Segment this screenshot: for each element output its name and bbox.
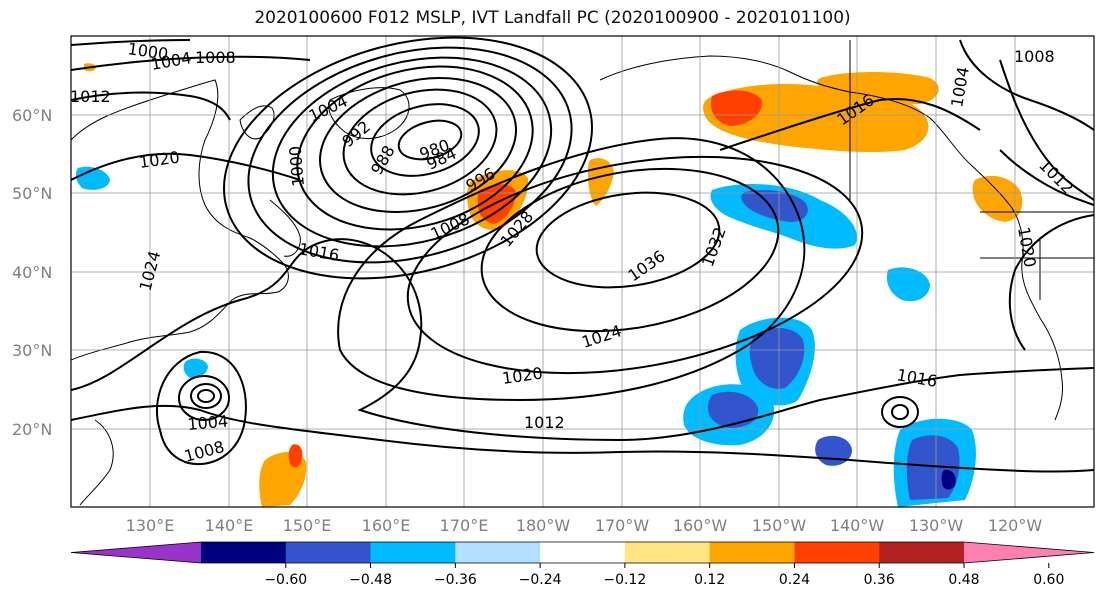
colorbar-tick-label: −0.24 — [519, 572, 562, 588]
colorbar-segment — [794, 542, 880, 563]
isobar-low-8 — [223, 36, 593, 280]
lon-label: 170°E — [440, 516, 489, 535]
isobar-high-1 — [535, 191, 721, 289]
lat-label: 30°N — [12, 341, 52, 360]
east-low-1 — [891, 404, 909, 420]
lat-label: 50°N — [12, 184, 52, 203]
coastlines — [71, 40, 1094, 506]
lon-label: 180°W — [516, 516, 571, 535]
isobar-1020-west — [71, 152, 301, 181]
colorbar-tick-label: 0.36 — [864, 572, 895, 588]
lon-label: 140°W — [830, 516, 885, 535]
colorbar-segment — [455, 542, 541, 563]
isobar-label: 1012 — [524, 413, 565, 432]
neg-region-ne-pacific-east — [886, 267, 930, 302]
east-low-2 — [881, 396, 919, 428]
isobar-label: 1004 — [187, 412, 229, 434]
isobar-high-2 — [480, 167, 780, 333]
isobar-label: 1008 — [195, 48, 236, 67]
colorbar-segment — [624, 542, 711, 563]
map-frame — [70, 35, 1095, 508]
isobar-low-4 — [318, 76, 518, 214]
isobar-label: 1012 — [70, 87, 111, 106]
typhoon-ring-1 — [197, 389, 215, 403]
lon-label: 150°E — [283, 516, 332, 535]
lon-label: 130°E — [126, 516, 175, 535]
lon-label: 170°W — [595, 516, 650, 535]
isobar-ne-1020 — [1008, 214, 1094, 351]
colorbar-outline — [70, 541, 1095, 564]
lat-label: 20°N — [12, 420, 52, 439]
typhoon-ring-3 — [178, 375, 230, 421]
colorbar: −0.60 −0.48 −0.36 −0.24 −0.12 0.12 0.24 0.36 0.4… — [70, 541, 1095, 588]
isobar-1004-nw — [71, 39, 191, 46]
isobar-low-3 — [342, 88, 498, 196]
longitude-labels: 130°E 140°E 150°E 160°E 170°E 180°W 170°… — [126, 516, 1043, 535]
lon-label: 130°W — [909, 516, 964, 535]
colorbar-tick-label: 0.24 — [779, 572, 810, 588]
colorbar-segment — [370, 542, 456, 563]
colorbar-extend-high — [964, 542, 1094, 563]
neg-region-central-core — [749, 328, 805, 389]
colorbar-tick-label: 0.48 — [948, 572, 979, 588]
colorbar-tick-label: 0.60 — [1033, 572, 1064, 588]
colorbar-segment — [709, 542, 795, 563]
neg-region-se-max — [941, 469, 956, 490]
isobar-1012 — [71, 404, 1094, 473]
isobar-label: 1008 — [1014, 47, 1055, 66]
neg-region-typhoon — [183, 358, 208, 379]
isobar-ne-1004 — [999, 59, 1094, 201]
latitude-labels: 60°N 50°N 40°N 30°N 20°N — [12, 106, 52, 439]
lat-label: 60°N — [12, 106, 52, 125]
colorbar-tick-label: −0.48 — [349, 572, 392, 588]
isobar-high-3 — [406, 155, 864, 375]
lon-label: 140°E — [205, 516, 254, 535]
isobar-low-7 — [247, 46, 573, 264]
lon-label: 160°W — [673, 516, 728, 535]
isobar-low-2 — [370, 103, 480, 177]
typhoon-ring-4 — [155, 350, 247, 466]
isobar-low-1 — [397, 119, 463, 161]
map-field: 1000 1004 1008 1012 1020 1004 1000 992 9… — [70, 36, 1094, 507]
lon-label: 120°W — [988, 516, 1043, 535]
colorbar-tick-label: −0.12 — [603, 572, 646, 588]
isobar-1012-nw — [71, 91, 231, 121]
pos-region-alaska-core — [710, 90, 763, 126]
colorbar-tick-label: −0.60 — [264, 572, 307, 588]
isobar-ne-1008 — [959, 39, 1094, 131]
map-title: 2020100600 F012 MSLP, IVT Landfall PC (2… — [254, 8, 851, 28]
isobar-1008-nw — [71, 55, 311, 71]
colorbar-extend-low — [71, 542, 201, 563]
isobar-ne-1012 — [999, 149, 1094, 206]
pos-region-bc — [972, 175, 1023, 222]
lat-label: 40°N — [12, 263, 52, 282]
pos-region-sw-core — [288, 444, 303, 468]
isobars — [71, 36, 1094, 473]
isobar-ne-1016 — [719, 98, 981, 151]
pos-region-alaska-north — [817, 72, 939, 105]
lon-label: 160°E — [362, 516, 411, 535]
isobar-high-4 — [337, 137, 806, 402]
isobar-1016 — [71, 238, 1094, 442]
colorbar-tick-label: 0.12 — [694, 572, 725, 588]
isobar-low-6 — [271, 56, 553, 248]
isobar-label: 1000 — [286, 145, 308, 187]
colorbar-segment — [879, 542, 965, 563]
colorbar-segment — [540, 542, 626, 563]
typhoon-ring-2 — [190, 383, 222, 409]
colorbar-tick-label: −0.36 — [434, 572, 477, 588]
colorbar-segment — [201, 542, 287, 563]
pos-region-kamchatka-east-core — [477, 184, 516, 224]
lon-label: 150°W — [752, 516, 807, 535]
neg-region-hawaii-core — [708, 391, 759, 428]
graticule — [71, 36, 1094, 507]
colorbar-segment — [285, 542, 372, 563]
